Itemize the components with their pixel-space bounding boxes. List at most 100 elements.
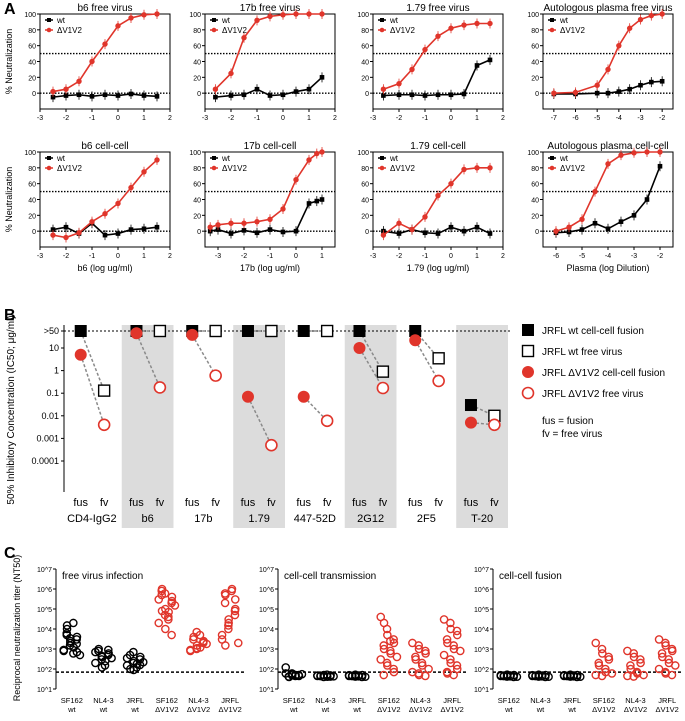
y-tick-label: 0 [197, 229, 201, 236]
data-point-dv [631, 150, 637, 156]
titer-point-dv [591, 670, 601, 680]
legend-note: fv = free virus [542, 429, 602, 440]
titer-point-dv [623, 671, 632, 681]
point-wt-free-virus [209, 324, 222, 338]
titer-point-wt [91, 658, 100, 668]
titer-point-dv [224, 615, 233, 624]
data-point-wt [293, 228, 299, 234]
legend-label-wt: wt [389, 154, 399, 163]
y-tick-label: 40 [28, 60, 36, 67]
titer-point-dv [167, 592, 177, 602]
data-point-dv [102, 211, 108, 217]
legend-label-dv: ΔV1V2 [560, 26, 585, 35]
titer-point-dv [221, 641, 230, 650]
titer-point-wt [62, 630, 72, 640]
data-point-dv [128, 15, 134, 21]
data-point-wt [154, 94, 160, 99]
data-point-wt [594, 90, 600, 96]
titer-point-dv [230, 610, 240, 620]
group-t-20: fus fv T-20 [464, 399, 501, 525]
data-point-wt [422, 93, 428, 98]
y-tick-label: 10^4 [474, 627, 489, 634]
titer-point-wt [360, 672, 370, 682]
data-point-dv [50, 232, 56, 238]
category-label: JRFL [348, 696, 366, 705]
titer-point-dv [424, 664, 433, 674]
data-point-dv [267, 13, 273, 20]
cond-label-fv: fv [434, 497, 443, 509]
point-wt-fusion [353, 325, 366, 337]
titer-point-dv [224, 624, 233, 634]
data-point-dv [592, 188, 598, 195]
titer-point-dv [157, 606, 167, 616]
x-tick-label: -2 [63, 115, 69, 122]
titer-point-dv [449, 641, 458, 650]
data-point-dv [293, 11, 299, 17]
y-tick-label: 0 [32, 91, 36, 98]
x-tick-label: 0 [281, 115, 285, 122]
chart-title: 17b free virus [240, 3, 301, 14]
data-point-dv [448, 180, 454, 187]
category-label: SF162 [156, 696, 178, 705]
chart-title: 1.79 cell-cell [410, 141, 466, 152]
titer-point-dv [626, 661, 635, 670]
data-point-dv [618, 152, 624, 158]
point-dv-free-virus [488, 418, 501, 432]
data-point-wt [319, 75, 325, 80]
category-sublabel: ΔV1V2 [655, 705, 678, 714]
legend-label-wt: wt [559, 16, 569, 25]
chart-a-6: 17b cell-cell 0 20 40 60 80 100 -3 -2 -1 0 1 17b (lo… [189, 141, 336, 273]
x-tick-label: 2 [168, 253, 172, 260]
titer-point-dv [230, 606, 240, 616]
series-line-wt [210, 198, 323, 235]
data-point-wt [213, 94, 218, 100]
titer-point-dv [411, 655, 421, 664]
data-point-wt [306, 201, 312, 206]
legend-label-wt: wt [221, 154, 231, 163]
titer-point-dv [629, 672, 639, 681]
data-point-dv [154, 11, 160, 17]
titer-point-wt [528, 670, 537, 680]
data-point-dv [396, 220, 402, 226]
data-point-wt [422, 230, 428, 236]
point-dv-fusion [186, 328, 199, 341]
data-point-wt [293, 89, 299, 94]
data-point-wt [579, 227, 585, 232]
data-point-wt [228, 231, 234, 236]
y-axis-label: 50% Inhibitory Concentration (IC50; μg/m… [6, 315, 17, 504]
titer-point-dv [161, 624, 170, 634]
y-tick-label: 10^2 [259, 667, 274, 674]
x-tick-label: 1 [475, 253, 479, 260]
legend-label-dv: ΔV1V2 [390, 164, 415, 173]
category-sublabel: ΔV1V2 [155, 705, 178, 714]
titer-point-dv [220, 598, 230, 608]
data-point-dv [572, 89, 579, 96]
point-dv-fusion [130, 327, 143, 340]
x-axis-label: 1.79 (log ug/ml) [407, 263, 470, 273]
data-point-dv [566, 224, 572, 230]
data-point-wt [618, 219, 624, 224]
legend-marker-dv-free-virus [521, 386, 535, 400]
data-point-wt [631, 213, 637, 218]
category-label: JRFL [658, 696, 676, 705]
group-2g12: fus fv 2G12 [352, 325, 390, 525]
legend-label-wt: wt [56, 16, 66, 25]
data-point-dv [89, 218, 95, 225]
x-tick-label: 1 [142, 253, 146, 260]
y-tick-label: 40 [531, 198, 539, 205]
data-point-wt [50, 94, 56, 100]
point-dv-fusion [241, 390, 254, 403]
titer-point-wt [559, 670, 569, 680]
titer-point-wt [313, 671, 322, 680]
chart-title: Autologous plasma free virus [544, 3, 673, 14]
point-wt-free-virus [376, 365, 390, 378]
data-point-dv [616, 42, 622, 49]
x-tick-label: -3 [202, 115, 208, 122]
y-tick-label: 0 [365, 91, 369, 98]
y-tick-label: 10 [49, 343, 59, 353]
chart-a-5: b6 cell-cell 0 20 40 60 80 100 -3 -2 -1 0 1 2 % Neutr… [4, 141, 172, 273]
titer-point-dv [157, 590, 167, 600]
titer-point-dv [224, 621, 233, 630]
data-point-dv [474, 20, 480, 27]
data-point-dv [461, 22, 467, 28]
